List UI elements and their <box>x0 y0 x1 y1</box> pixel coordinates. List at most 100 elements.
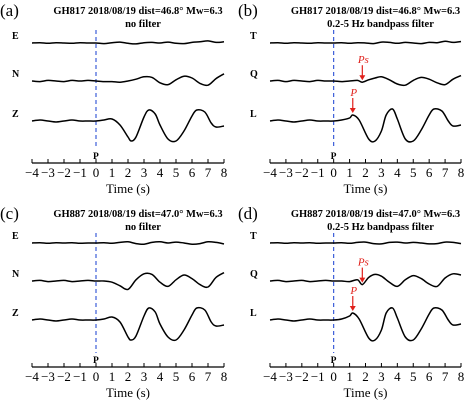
x-tick-label: 4 <box>394 165 401 180</box>
x-tick-label: 8 <box>458 369 465 384</box>
panel-subtitle: 0.2-5 Hz bandpass filter <box>327 19 434 30</box>
trace-q <box>269 74 462 87</box>
x-tick-label: 0 <box>93 369 100 384</box>
x-tick-label: 8 <box>221 369 228 384</box>
trace-label-t: T <box>250 31 257 42</box>
x-axis-title: Time (s) <box>344 385 388 400</box>
panel-subtitle: no filter <box>125 19 161 30</box>
x-tick-label: 5 <box>410 369 417 384</box>
x-tick-label: 1 <box>109 369 116 384</box>
trace-n <box>31 73 225 87</box>
annotation-arrowhead <box>359 277 366 283</box>
panel-title: GH887 2018/08/19 dist=47.0° Mw=6.3 <box>291 209 460 220</box>
x-tick-label: −4 <box>25 369 39 384</box>
panel-title: GH887 2018/08/19 dist=47.0° Mw=6.3 <box>53 209 222 220</box>
panel-c: (c) GH887 2018/08/19 dist=47.0° Mw=6.3 no … <box>0 204 227 400</box>
x-tick-label: −3 <box>279 165 293 180</box>
annotation-arrowhead <box>359 75 366 81</box>
panel-subtitle: no filter <box>125 222 161 233</box>
x-axis-title: Time (s) <box>344 181 388 196</box>
trace-label-n: N <box>12 269 20 280</box>
trace-label-q: Q <box>250 269 258 280</box>
panel-b: (b) GH817 2018/08/19 dist=46.8° Mw=6.3 0.2… <box>238 1 464 196</box>
x-tick-label: 8 <box>458 165 465 180</box>
annotation-label-ps: Ps <box>357 257 369 269</box>
x-tick-label: 3 <box>378 369 385 384</box>
x-tick-label: 3 <box>141 165 148 180</box>
x-tick-label: 5 <box>173 369 180 384</box>
panel-label: (d) <box>238 204 258 223</box>
trace-label-t: T <box>250 231 257 242</box>
trace-z <box>31 108 225 143</box>
p-arrival-label: P <box>331 356 337 366</box>
x-tick-label: −2 <box>57 165 71 180</box>
panel-a: (a) GH817 2018/08/19 dist=46.8° Mw=6.3 no … <box>0 1 227 196</box>
x-tick-label: 7 <box>442 369 449 384</box>
trace-t <box>269 40 462 45</box>
trace-n <box>31 271 225 291</box>
x-tick-label: 4 <box>394 369 401 384</box>
x-tick-label: −4 <box>25 165 39 180</box>
x-tick-label: −3 <box>279 369 293 384</box>
p-arrival-label: P <box>93 152 99 162</box>
x-tick-label: 2 <box>125 165 132 180</box>
trace-q <box>269 272 462 288</box>
x-tick-label: 6 <box>426 369 433 384</box>
p-arrival-label: P <box>93 356 99 366</box>
x-tick-label: 1 <box>346 165 353 180</box>
x-tick-label: 2 <box>362 165 369 180</box>
x-tick-label: −1 <box>311 369 325 384</box>
x-axis-title: Time (s) <box>106 181 150 196</box>
annotation-label-p: P <box>349 285 357 297</box>
panel-title: GH817 2018/08/19 dist=46.8° Mw=6.3 <box>291 6 460 17</box>
x-tick-label: −2 <box>295 165 309 180</box>
trace-label-l: L <box>250 308 257 319</box>
x-tick-label: 0 <box>330 369 337 384</box>
x-tick-label: 5 <box>410 165 417 180</box>
panel-label: (c) <box>0 204 19 223</box>
x-tick-label: 6 <box>189 165 196 180</box>
annotation-label-ps: Ps <box>357 54 369 66</box>
trace-label-q: Q <box>250 69 258 80</box>
x-tick-label: 4 <box>157 369 164 384</box>
x-tick-label: 4 <box>157 165 164 180</box>
x-tick-label: −3 <box>41 165 55 180</box>
trace-label-z: Z <box>12 308 19 319</box>
x-tick-label: −1 <box>73 369 87 384</box>
x-tick-label: 3 <box>378 165 385 180</box>
x-tick-label: −2 <box>57 369 71 384</box>
annotation-arrowhead <box>349 108 356 113</box>
trace-label-e: E <box>12 31 19 42</box>
panel-d: (d) GH887 2018/08/19 dist=47.0° Mw=6.3 0.2… <box>238 204 464 400</box>
x-axis-title: Time (s) <box>106 385 150 400</box>
panel-label: (a) <box>0 1 19 20</box>
x-tick-label: 7 <box>205 369 212 384</box>
x-tick-label: 6 <box>189 369 196 384</box>
annotation-label-p: P <box>349 87 357 99</box>
x-tick-label: −1 <box>73 165 87 180</box>
x-tick-label: 0 <box>330 165 337 180</box>
x-tick-label: 7 <box>442 165 449 180</box>
x-tick-label: −1 <box>311 165 325 180</box>
panel-title: GH817 2018/08/19 dist=46.8° Mw=6.3 <box>53 6 222 17</box>
x-tick-label: 7 <box>205 165 212 180</box>
panel-label: (b) <box>238 1 258 20</box>
trace-label-n: N <box>12 69 20 80</box>
x-tick-label: 5 <box>173 165 180 180</box>
trace-z <box>31 306 225 342</box>
x-tick-label: 3 <box>141 369 148 384</box>
trace-label-z: Z <box>12 109 19 120</box>
trace-label-l: L <box>250 109 257 120</box>
trace-e <box>31 40 225 45</box>
annotation-arrowhead <box>349 306 356 311</box>
trace-t <box>269 241 462 245</box>
x-tick-label: −4 <box>263 369 277 384</box>
trace-e <box>31 241 225 245</box>
x-tick-label: 1 <box>346 369 353 384</box>
x-tick-label: −2 <box>295 369 309 384</box>
x-tick-label: 6 <box>426 165 433 180</box>
trace-l <box>269 108 462 143</box>
panel-subtitle: 0.2-5 Hz bandpass filter <box>327 222 434 233</box>
x-tick-label: 1 <box>109 165 116 180</box>
